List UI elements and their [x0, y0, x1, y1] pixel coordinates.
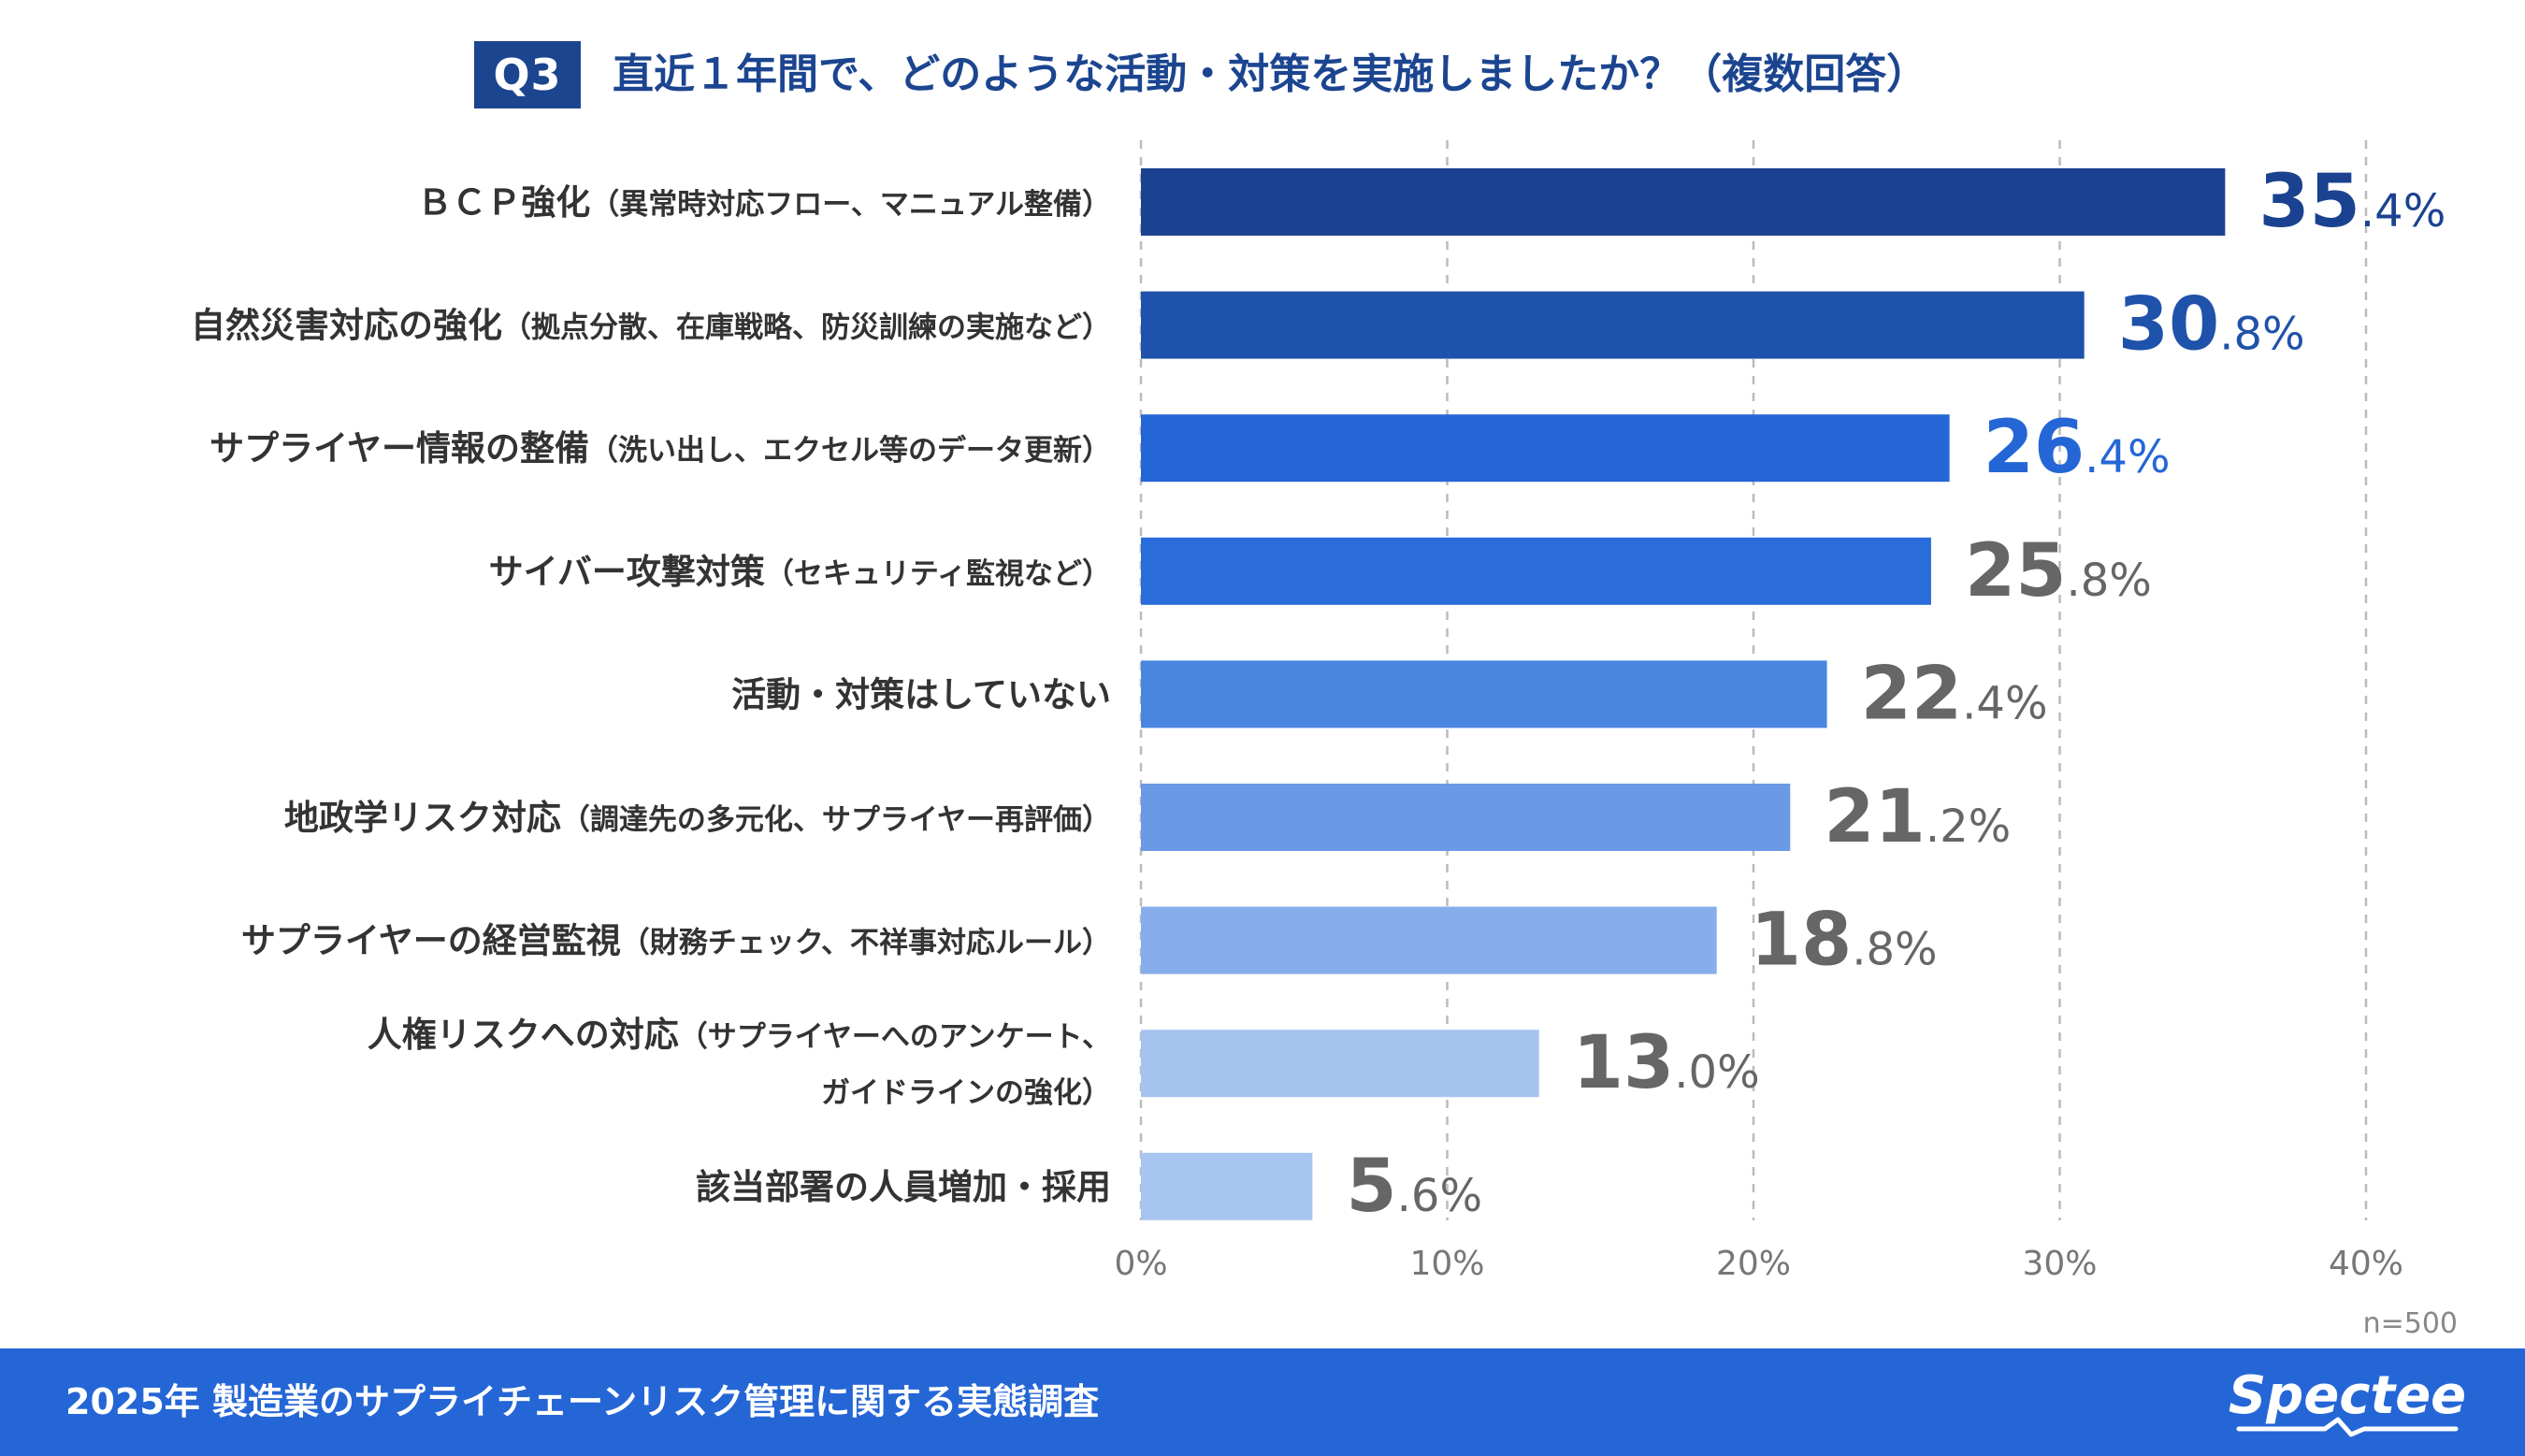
bar: [1141, 537, 1931, 605]
data-label: 26.4%: [1984, 406, 2171, 490]
chart-title: 直近１年間で、どのような活動・対策を実施しましたか？（複数回答）: [613, 50, 1928, 98]
data-label: 22.4%: [1861, 652, 2048, 736]
bar: [1141, 1152, 1313, 1220]
bar: [1141, 291, 2085, 359]
x-tick-label: 20%: [1716, 1245, 1791, 1283]
data-label: 18.8%: [1751, 899, 1938, 983]
bar: [1141, 784, 1791, 851]
category-label: サプライヤー情報の整備（洗い出し、エクセル等のデータ更新）: [209, 428, 1111, 469]
bar: [1141, 1030, 1539, 1098]
survey-title: 2025年 製造業のサプライチェーンリスク管理に関する実態調査: [65, 1381, 1100, 1422]
data-label: 30.8%: [2118, 283, 2305, 368]
logo-text: Spectee: [2228, 1365, 2467, 1426]
spectee-logo: Spectee: [2226, 1367, 2469, 1442]
sample-size-note: n=500: [2363, 1307, 2458, 1340]
category-label: サイバー攻撃対策（セキュリティ監視など）: [489, 552, 1111, 592]
category-label: 活動・対策はしていない: [731, 674, 1111, 714]
bar: [1141, 414, 1950, 483]
bar-chart: 0% 10% 20% 30% 40% 35.4% ＢＣＰ強化（異常時対応フロー、マニュアル整…: [191, 140, 2458, 1340]
category-label: 該当部署の人員増加・採用: [696, 1167, 1111, 1207]
data-label: 25.8%: [1965, 529, 2152, 613]
data-label: 21.2%: [1824, 775, 2011, 859]
x-tick-label: 0%: [1114, 1245, 1167, 1283]
category-label: 地政学リスク対応（調達先の多元化、サプライヤー再評価）: [284, 798, 1111, 838]
category-label: 人権リスクへの対応（サプライヤーへのアンケート、: [368, 1015, 1111, 1055]
x-tick-label: 30%: [2022, 1245, 2097, 1283]
data-label: 5.6%: [1346, 1145, 1482, 1229]
bar: [1141, 906, 1717, 974]
chart-header: Q3 直近１年間で、どのような活動・対策を実施しましたか？（複数回答）: [0, 0, 2525, 140]
bar: [1141, 168, 2226, 236]
footer-bar: 2025年 製造業のサプライチェーンリスク管理に関する実態調査 Spectee: [0, 1348, 2525, 1456]
logo-swoosh-icon: [2236, 1417, 2459, 1437]
x-tick-label: 10%: [1409, 1245, 1484, 1283]
data-label: 35.4%: [2258, 160, 2446, 244]
category-label: ガイドラインの強化）: [821, 1076, 1111, 1110]
question-badge: Q3: [474, 41, 581, 108]
category-label: 自然災害対応の強化（拠点分散、在庫戦略、防災訓練の実施など）: [191, 306, 1111, 346]
data-label: 13.0%: [1573, 1021, 1760, 1105]
x-tick-label: 40%: [2329, 1245, 2403, 1283]
category-label: サプライヤーの経営監視（財務チェック、不祥事対応ルール）: [241, 921, 1111, 961]
bar: [1141, 660, 1827, 728]
category-label: ＢＣＰ強化（異常時対応フロー、マニュアル整備）: [417, 182, 1111, 223]
